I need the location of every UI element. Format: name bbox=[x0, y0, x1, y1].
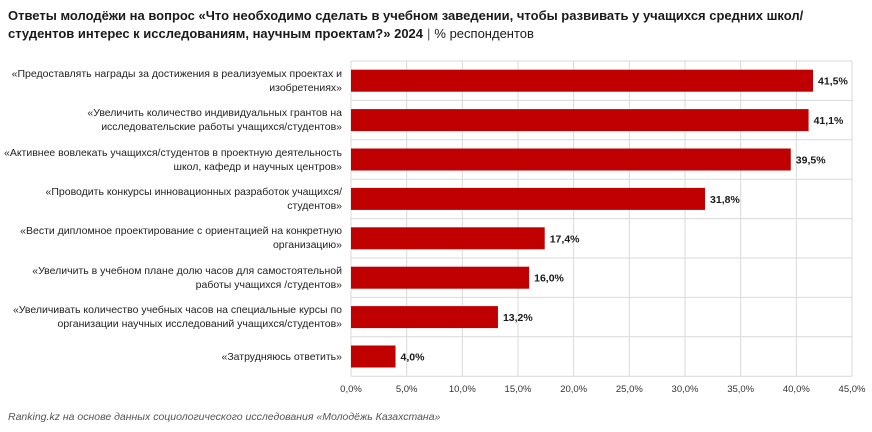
value-label-3: 31,8% bbox=[710, 194, 740, 206]
category-label-6: «Увеличивать количество учебных часов на… bbox=[12, 304, 342, 331]
x-tick-label-3: 15,0% bbox=[505, 384, 532, 395]
chart-title-main: Ответы молодёжи на вопрос «Что необходим… bbox=[8, 8, 804, 41]
bar-1 bbox=[351, 109, 809, 132]
bar-2 bbox=[351, 148, 791, 171]
value-label-6: 13,2% bbox=[503, 312, 533, 324]
x-tick-label-0: 0,0% bbox=[340, 384, 362, 395]
value-label-4: 17,4% bbox=[550, 233, 580, 245]
x-tick-label-9: 45,0% bbox=[839, 384, 866, 395]
x-tick-label-1: 5,0% bbox=[396, 384, 418, 395]
bar-5 bbox=[351, 266, 530, 289]
category-label-5: «Увеличить в учебном плане долю часов дл… bbox=[32, 264, 342, 291]
x-tick-label-7: 35,0% bbox=[727, 384, 754, 395]
bar-4 bbox=[351, 227, 545, 250]
category-label-3: «Проводить конкурсы инновационных разраб… bbox=[45, 185, 342, 212]
bar-7 bbox=[351, 345, 396, 368]
chart-title-unit: % респондентов bbox=[434, 26, 534, 41]
category-label-7: «Затрудняюсь ответить» bbox=[221, 350, 342, 363]
value-label-0: 41,5% bbox=[818, 76, 848, 88]
category-label-0: «Предоставлять награды за достижения в р… bbox=[11, 67, 342, 94]
bar-0 bbox=[351, 69, 814, 92]
category-label-1: «Увеличить количество индивидуальных гра… bbox=[87, 107, 342, 134]
bar-3 bbox=[351, 187, 706, 210]
x-tick-label-5: 25,0% bbox=[616, 384, 643, 395]
title-separator: | bbox=[427, 26, 431, 41]
x-tick-label-4: 20,0% bbox=[560, 384, 587, 395]
category-label-4: «Вести дипломное проектирование с ориент… bbox=[20, 225, 342, 252]
x-tick-label-8: 40,0% bbox=[783, 384, 810, 395]
chart-title: Ответы молодёжи на вопрос «Что необходим… bbox=[8, 7, 868, 43]
x-tick-label-6: 30,0% bbox=[672, 384, 699, 395]
value-label-5: 16,0% bbox=[534, 273, 564, 285]
bar-6 bbox=[351, 306, 498, 329]
value-label-2: 39,5% bbox=[796, 155, 826, 167]
source-note: Ranking.kz на основе данных социологичес… bbox=[8, 411, 441, 423]
category-label-2: «Активнее вовлекать учащихся/студентов в… bbox=[3, 146, 342, 173]
x-tick-label-2: 10,0% bbox=[449, 384, 476, 395]
value-label-7: 4,0% bbox=[401, 352, 426, 364]
value-label-1: 41,1% bbox=[814, 115, 844, 127]
